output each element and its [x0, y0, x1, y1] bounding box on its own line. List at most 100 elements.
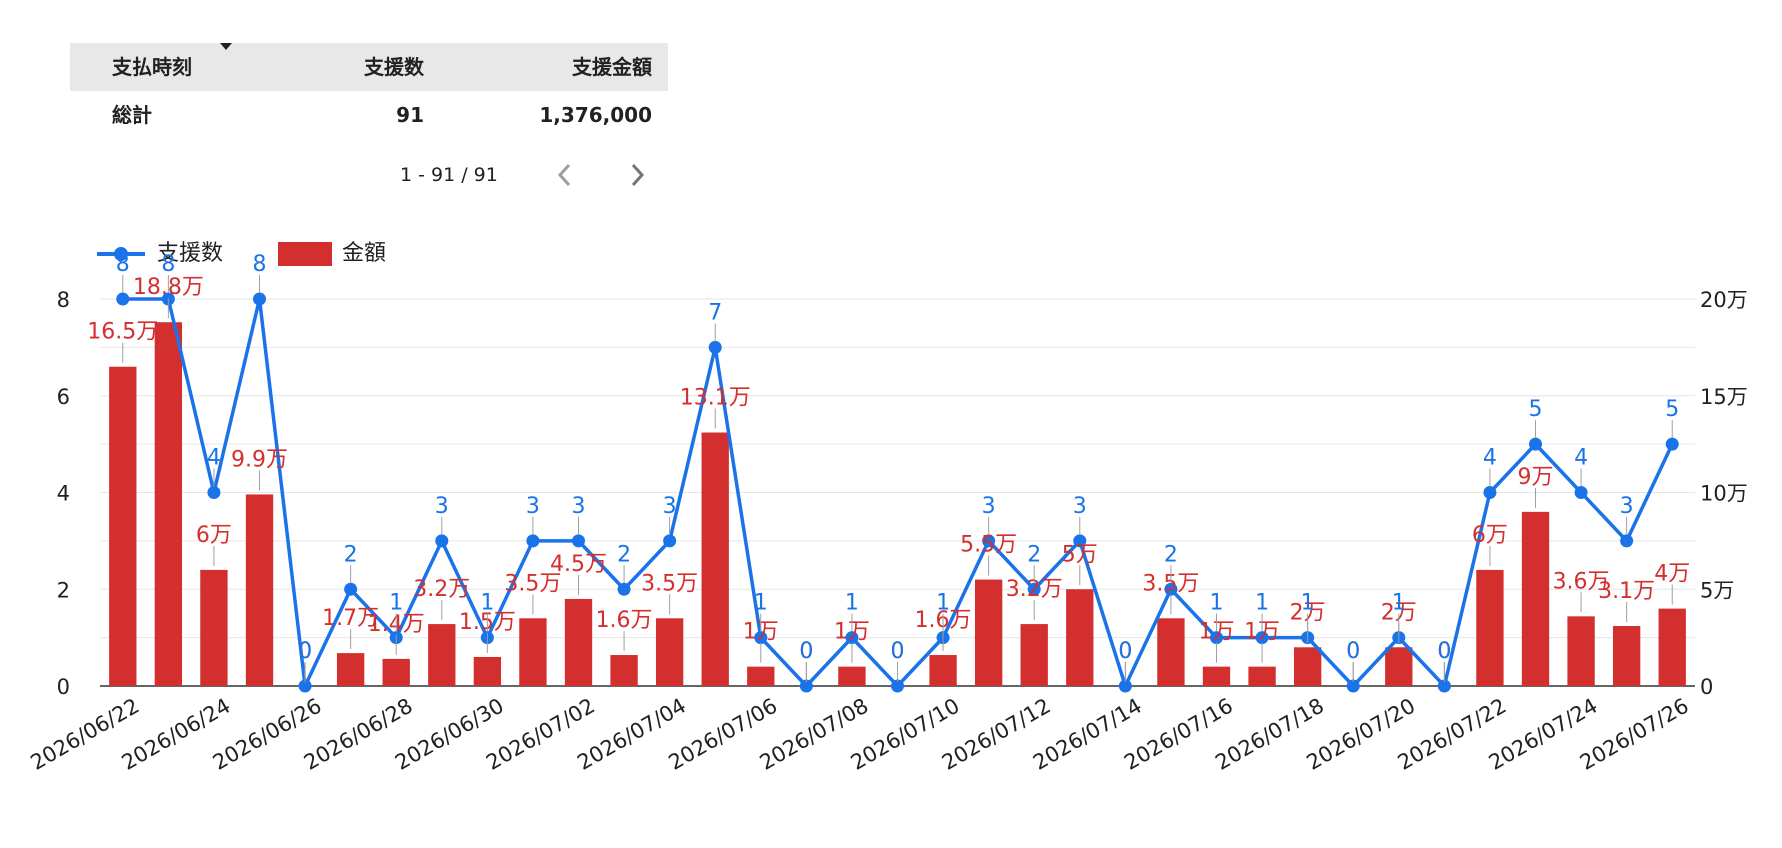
- line-data-label: 2: [1027, 542, 1041, 567]
- bar: [701, 432, 729, 686]
- bar: [1476, 569, 1504, 686]
- total-label: 総計: [112, 103, 152, 127]
- y-right-tick-label: 0: [1700, 675, 1713, 699]
- bar: [428, 624, 456, 686]
- total-count: 91: [396, 103, 424, 127]
- bar: [1020, 624, 1048, 686]
- bar: [1521, 511, 1550, 686]
- line-point: [298, 679, 312, 693]
- bar-data-label: 6万: [1472, 523, 1508, 548]
- line-data-label: 2: [344, 542, 358, 567]
- line-point: [1529, 437, 1542, 451]
- header-support-count[interactable]: 支援数: [364, 55, 424, 79]
- line-data-label: 3: [982, 494, 996, 519]
- line-point: [1620, 534, 1634, 548]
- bar-data-label: 1.6万: [596, 608, 653, 633]
- line-point: [526, 534, 540, 548]
- line-data-label: 3: [663, 494, 677, 519]
- legend-line-swatch: [97, 247, 145, 261]
- line-point: [1210, 631, 1223, 645]
- y-left-tick-label: 4: [57, 482, 70, 506]
- sort-down-icon[interactable]: [220, 43, 232, 50]
- bar-data-label: 3.5万: [504, 571, 561, 596]
- line-data-label: 1: [480, 591, 494, 616]
- bar: [519, 618, 547, 686]
- line-point: [1027, 582, 1041, 596]
- bar: [336, 653, 365, 686]
- line-data-label: 1: [845, 591, 859, 616]
- line-data-label: 1: [1392, 591, 1406, 616]
- y-left-tick-label: 8: [57, 288, 70, 312]
- line-data-label: 0: [1118, 639, 1132, 664]
- header-payment-time[interactable]: 支払時刻: [112, 55, 192, 79]
- line-data-label: 1: [936, 591, 950, 616]
- line-point: [982, 534, 996, 548]
- y-right-tick-label: 15万: [1700, 385, 1748, 409]
- line-point: [1346, 679, 1360, 693]
- line-data-label: 4: [1574, 446, 1588, 471]
- y-right-tick-label: 5万: [1700, 578, 1734, 602]
- bar-data-label: 0: [799, 639, 813, 664]
- bar: [109, 366, 137, 686]
- bar-data-label: 0: [298, 639, 312, 664]
- line-point: [663, 534, 677, 548]
- bar: [564, 598, 593, 686]
- bar: [1202, 666, 1231, 686]
- line-point: [435, 534, 449, 548]
- line-data-label: 1: [1301, 591, 1315, 616]
- prev-page-button[interactable]: [550, 160, 580, 190]
- line-point: [617, 582, 631, 596]
- pagination-text: 1 - 91 / 91: [400, 164, 498, 186]
- bar-data-label: 6万: [196, 523, 232, 548]
- line-data-label: 0: [799, 639, 813, 664]
- line-point: [572, 534, 585, 548]
- bar: [1293, 647, 1322, 686]
- y-left-tick-label: 0: [57, 675, 70, 699]
- bar-data-label: 0: [891, 639, 905, 664]
- line-data-label: 2: [1164, 542, 1178, 567]
- chevron-right-icon: [631, 163, 645, 187]
- bar: [1157, 618, 1185, 686]
- legend-label-amount: 金額: [342, 241, 387, 266]
- bar-data-label: 3.6万: [1553, 569, 1610, 594]
- line-point: [708, 340, 722, 354]
- line-data-label: 1: [754, 591, 768, 616]
- line-data-label: 3: [1073, 494, 1087, 519]
- bar: [610, 655, 638, 686]
- total-amount: 1,376,000: [539, 103, 652, 127]
- line-point: [845, 631, 859, 645]
- line-point: [891, 679, 904, 693]
- line-data-label: 3: [435, 494, 449, 519]
- bar-data-label: 5万: [1062, 542, 1098, 567]
- bar: [1612, 626, 1641, 686]
- bar: [1567, 616, 1595, 686]
- bar-data-label: 0: [1437, 639, 1451, 664]
- bar: [838, 666, 866, 686]
- bar: [245, 494, 274, 686]
- line-point: [344, 582, 358, 596]
- line-point: [253, 292, 266, 306]
- bar: [974, 579, 1003, 686]
- header-support-amount[interactable]: 支援金額: [572, 55, 652, 79]
- line-point: [1164, 582, 1178, 596]
- bar: [929, 655, 957, 686]
- line-point: [1574, 486, 1588, 499]
- bar-data-label: 16.5万: [87, 320, 158, 345]
- line-point: [799, 679, 813, 693]
- next-page-button[interactable]: [622, 160, 652, 190]
- line-point: [116, 292, 130, 306]
- line-data-label: 5: [1665, 397, 1679, 422]
- bar-data-label: 3.5万: [641, 571, 698, 596]
- line-data-label: 0: [1437, 639, 1451, 664]
- line-point: [754, 631, 768, 645]
- line-data-label: 5: [1529, 397, 1543, 422]
- bar: [1658, 608, 1686, 686]
- legend-bar-swatch: [278, 242, 332, 266]
- line-data-label: 1: [1255, 591, 1269, 616]
- line-data-label: 0: [298, 639, 312, 664]
- bar: [382, 658, 410, 686]
- bar-data-label: 0: [1118, 639, 1132, 664]
- legend-label-count: 支援数: [157, 241, 224, 266]
- line-point: [1437, 679, 1451, 693]
